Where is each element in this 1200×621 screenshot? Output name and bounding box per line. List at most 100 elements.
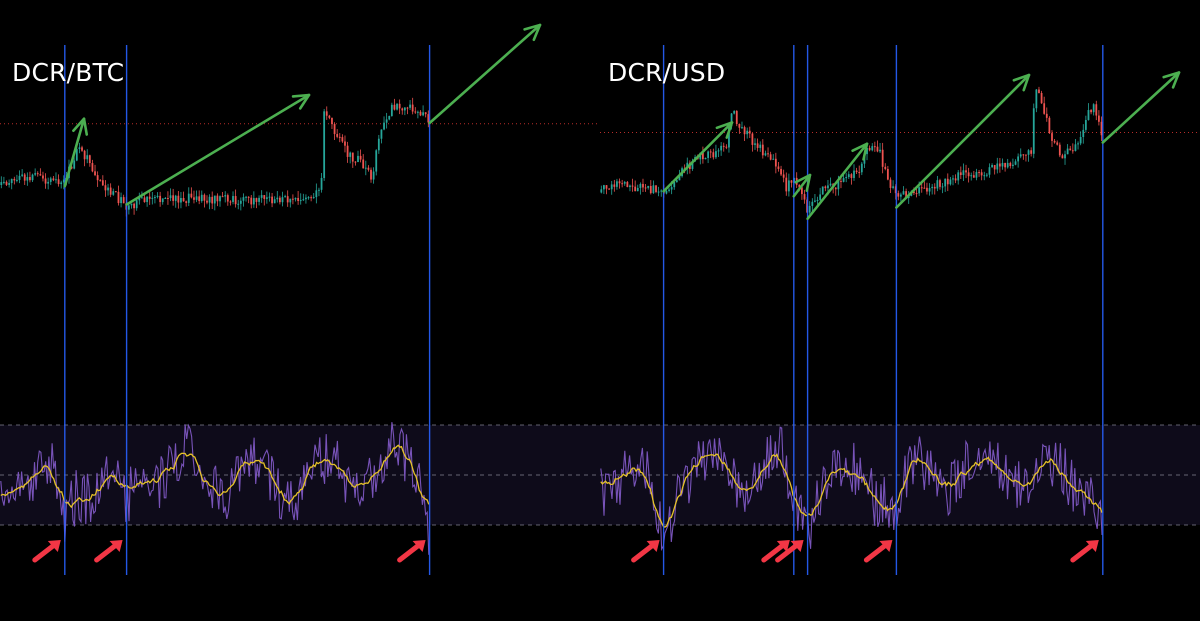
candle-body	[203, 194, 206, 201]
candle-body	[803, 194, 806, 200]
candle-body	[931, 186, 934, 189]
candle-body	[367, 167, 370, 170]
candle-body	[725, 146, 728, 148]
candle-body	[959, 172, 962, 176]
candle-body	[756, 143, 759, 148]
candle-body	[894, 186, 897, 194]
candle-body	[167, 197, 169, 199]
signal-arrow-head	[47, 540, 61, 552]
candle-body	[273, 199, 276, 204]
candle-body	[1058, 144, 1061, 156]
signal-arrow-head	[790, 540, 804, 552]
candle-body	[884, 166, 887, 169]
candle-body	[1009, 162, 1012, 167]
candle-body	[47, 181, 50, 184]
candle-body	[385, 119, 388, 123]
candle-body	[965, 170, 967, 173]
candle-body	[712, 152, 715, 158]
candle-body	[1035, 89, 1038, 109]
candle-body	[746, 130, 749, 135]
candle-body	[816, 199, 819, 201]
candle-body	[161, 198, 164, 203]
candle-body	[741, 127, 743, 129]
candle-body	[923, 187, 926, 189]
candle-body	[972, 175, 975, 178]
trend-arrow-head	[851, 142, 869, 161]
candle-body	[798, 184, 801, 188]
candle-body	[668, 189, 670, 191]
candle-body	[1087, 110, 1090, 120]
candle-body	[1025, 154, 1027, 156]
candle-body	[962, 170, 965, 176]
candle-body	[899, 194, 902, 197]
candle-body	[1006, 162, 1009, 168]
candle-body	[642, 183, 644, 188]
candle-body	[44, 178, 47, 184]
candle-body	[1092, 104, 1095, 113]
candle-body	[941, 186, 944, 188]
candle-body	[980, 172, 983, 176]
candle-body	[993, 165, 996, 170]
trend-arrow-head	[523, 23, 542, 42]
candle-body	[403, 107, 406, 111]
candle-body	[735, 110, 738, 124]
candle-body	[1069, 148, 1072, 151]
candle-body	[644, 187, 647, 189]
candle-body	[258, 197, 260, 202]
trend-arrow-head	[1162, 71, 1181, 89]
candle-body	[675, 180, 678, 183]
candle-body	[156, 195, 159, 198]
candle-body	[1082, 129, 1085, 138]
candle-body	[91, 163, 94, 172]
candle-body	[840, 180, 842, 182]
oscillator-signal-line	[600, 453, 1103, 528]
candle-body	[99, 180, 102, 182]
candle-body	[325, 111, 328, 116]
signal-arrow-head	[776, 540, 790, 552]
candle-body	[1030, 150, 1033, 154]
candle-body	[678, 176, 681, 181]
candle-body	[636, 187, 639, 192]
trend-arrow	[125, 93, 311, 206]
candle-body	[10, 178, 13, 184]
candle-body	[600, 189, 603, 193]
candle-body	[946, 178, 949, 185]
candle-body	[949, 179, 952, 185]
candle-body	[78, 147, 81, 150]
candle-body	[1048, 117, 1051, 134]
candle-body	[610, 184, 613, 190]
candle-body	[55, 179, 57, 181]
candle-body	[629, 185, 631, 188]
candle-body	[860, 163, 863, 173]
candle-body	[276, 197, 279, 200]
candle-body	[613, 184, 616, 187]
candle-body	[284, 196, 286, 198]
candle-body	[845, 177, 848, 179]
candle-body	[879, 149, 881, 152]
candle-body	[198, 196, 201, 202]
candle-body	[185, 201, 188, 203]
candle-body	[221, 196, 224, 198]
candle-body	[351, 152, 354, 162]
chart-panel-dcr-usd: DCR/USD	[600, 0, 1200, 621]
candle-body	[320, 177, 323, 190]
candle-body	[396, 103, 398, 110]
candle-body	[988, 167, 991, 175]
candle-body	[1095, 104, 1098, 116]
candle-body	[216, 195, 219, 202]
candle-body	[344, 141, 346, 146]
candle-body	[219, 196, 221, 202]
candle-body	[75, 149, 78, 161]
candle-body	[928, 188, 931, 192]
candle-body	[1017, 156, 1020, 162]
candle-body	[850, 174, 853, 178]
candle-body	[88, 155, 91, 164]
trend-arrow-head	[715, 121, 734, 139]
candle-body	[605, 185, 608, 189]
candle-body	[1056, 142, 1059, 145]
candle-body	[86, 155, 89, 160]
candle-body	[1064, 154, 1066, 159]
candle-body	[278, 197, 281, 203]
candle-body	[853, 170, 855, 178]
candle-body	[1032, 108, 1035, 154]
